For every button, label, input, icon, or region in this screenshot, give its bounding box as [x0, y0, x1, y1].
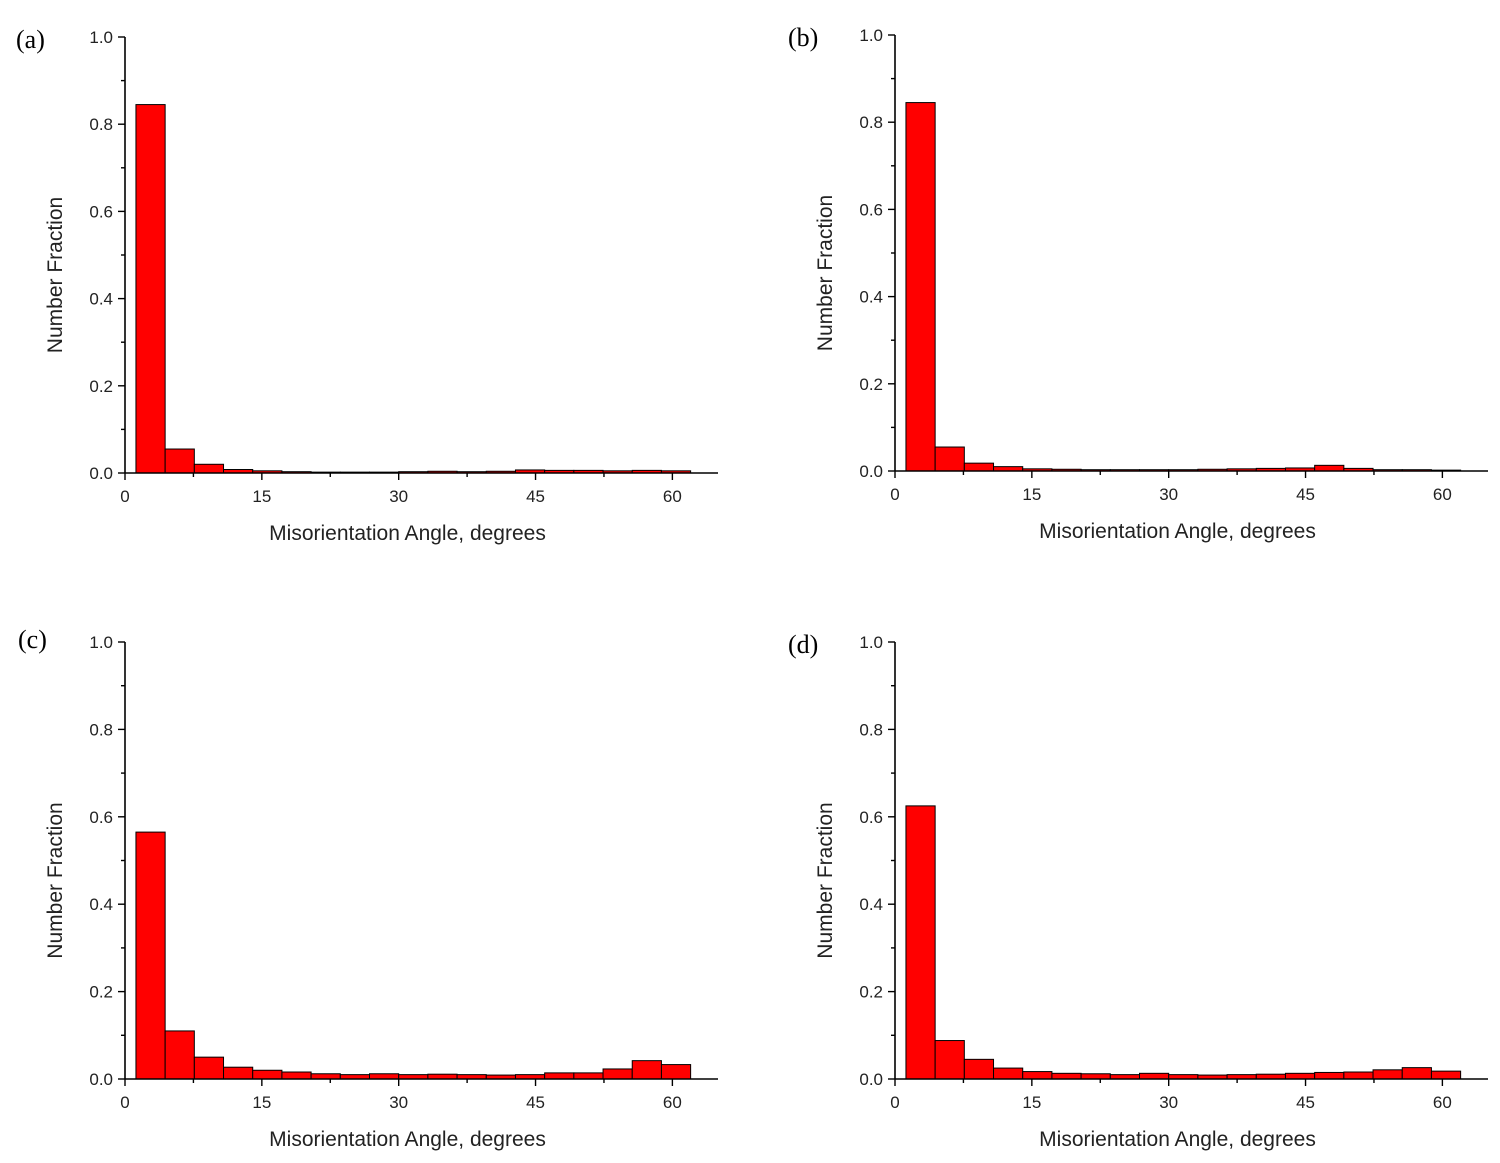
bar-15	[1314, 464, 1345, 472]
bar-19	[1430, 1070, 1462, 1080]
panel-label: (a)	[16, 25, 45, 54]
x-tick-label: 15	[1022, 1093, 1041, 1112]
y-tick-label: 0.4	[89, 290, 113, 309]
y-axis-title: Number Fraction	[814, 195, 837, 351]
y-tick-label: 0.8	[859, 113, 883, 132]
bar-1	[135, 104, 166, 474]
x-tick-label: 30	[1159, 485, 1178, 504]
x-axis-title: Misorientation Angle, degrees	[1039, 520, 1316, 543]
x-tick-label: 45	[1296, 1093, 1315, 1112]
bar-5	[1022, 1071, 1053, 1080]
x-tick-label: 0	[890, 1093, 899, 1112]
x-tick-label: 60	[663, 487, 682, 506]
y-tick-label: 0.6	[859, 808, 883, 827]
bar-6	[1051, 1072, 1082, 1080]
x-tick-label: 15	[252, 1093, 271, 1112]
bar-2	[164, 448, 195, 474]
bar-15	[544, 1072, 575, 1080]
bar-2	[934, 1040, 965, 1080]
x-axis-title: Misorientation Angle, degrees	[269, 522, 546, 545]
x-tick-label: 30	[1159, 1093, 1178, 1112]
y-tick-label: 0.2	[859, 375, 883, 394]
x-tick-label: 60	[663, 1093, 682, 1112]
bar-15	[1314, 1071, 1345, 1080]
y-tick-label: 0.0	[859, 462, 883, 481]
panel-label: (c)	[18, 625, 47, 654]
bar-9	[1139, 1072, 1170, 1080]
x-tick-label: 60	[1433, 1093, 1452, 1112]
bar-5	[252, 1069, 283, 1080]
x-tick-label: 15	[252, 487, 271, 506]
y-tick-label: 1.0	[859, 633, 883, 652]
x-tick-label: 60	[1433, 485, 1452, 504]
y-tick-label: 0.8	[859, 720, 883, 739]
panel-label: (b)	[788, 23, 818, 52]
y-tick-label: 0.2	[89, 377, 113, 396]
bar-18	[631, 1060, 662, 1080]
bar-3	[963, 1058, 995, 1080]
x-tick-label: 45	[526, 1093, 545, 1112]
y-tick-label: 0.2	[89, 983, 113, 1002]
x-tick-label: 45	[526, 487, 545, 506]
x-tick-label: 45	[1296, 485, 1315, 504]
bar-17	[1372, 1069, 1403, 1080]
bar-4	[223, 1066, 254, 1080]
x-tick-label: 0	[120, 487, 129, 506]
y-tick-label: 1.0	[859, 26, 883, 45]
panel-label: (d)	[788, 630, 818, 659]
bar-18	[1401, 1067, 1432, 1080]
bar-16	[573, 1072, 604, 1080]
y-tick-label: 0.0	[89, 1070, 113, 1089]
x-tick-label: 30	[389, 1093, 408, 1112]
y-axis-title: Number Fraction	[44, 197, 67, 353]
y-tick-label: 0.4	[89, 895, 113, 914]
bar-1	[135, 831, 166, 1080]
bar-1	[905, 102, 936, 472]
x-tick-label: 0	[890, 485, 899, 504]
y-axis-title: Number Fraction	[44, 802, 67, 958]
y-tick-label: 0.4	[859, 895, 883, 914]
y-tick-label: 0.6	[859, 200, 883, 219]
y-tick-label: 0.0	[89, 464, 113, 483]
x-axis-title: Misorientation Angle, degrees	[269, 1128, 546, 1151]
chart-panel-1: 0.0 0.2 0.4 0.6 0.8 1.0 0 15 30 45 60 Misorientatio…	[16, 25, 718, 545]
bar-4	[993, 1067, 1024, 1080]
x-tick-label: 15	[1022, 485, 1041, 504]
chart-panel-3: 0.0 0.2 0.4 0.6 0.8 1.0 0 15 30 45 60 Misorientatio…	[18, 625, 718, 1151]
x-tick-label: 0	[120, 1093, 129, 1112]
bar-19	[660, 1064, 692, 1080]
y-tick-label: 1.0	[89, 633, 113, 652]
bar-16	[1343, 1071, 1374, 1080]
bar-3	[193, 1056, 225, 1080]
bar-3	[963, 462, 995, 472]
y-tick-label: 1.0	[89, 28, 113, 47]
x-axis-title: Misorientation Angle, degrees	[1039, 1128, 1316, 1151]
bar-6	[281, 1071, 312, 1080]
bar-17	[602, 1068, 633, 1080]
y-tick-label: 0.8	[89, 720, 113, 739]
chart-panel-2: 0.0 0.2 0.4 0.6 0.8 1.0 0 15 30 45 60 Misorientatio…	[788, 23, 1488, 543]
bar-3	[193, 463, 225, 474]
y-tick-label: 0.6	[89, 808, 113, 827]
y-tick-label: 0.6	[89, 202, 113, 221]
y-tick-label: 0.2	[859, 983, 883, 1002]
x-tick-label: 30	[389, 487, 408, 506]
bar-2	[934, 446, 965, 472]
y-tick-label: 0.8	[89, 115, 113, 134]
bar-14	[1284, 1072, 1316, 1080]
y-axis-title: Number Fraction	[814, 802, 837, 958]
y-tick-label: 0.4	[859, 288, 883, 307]
bar-2	[164, 1030, 195, 1080]
bar-1	[905, 805, 936, 1080]
chart-panel-4: 0.0 0.2 0.4 0.6 0.8 1.0 0 15 30 45 60 Misorientatio…	[788, 630, 1488, 1151]
y-tick-label: 0.0	[859, 1070, 883, 1089]
